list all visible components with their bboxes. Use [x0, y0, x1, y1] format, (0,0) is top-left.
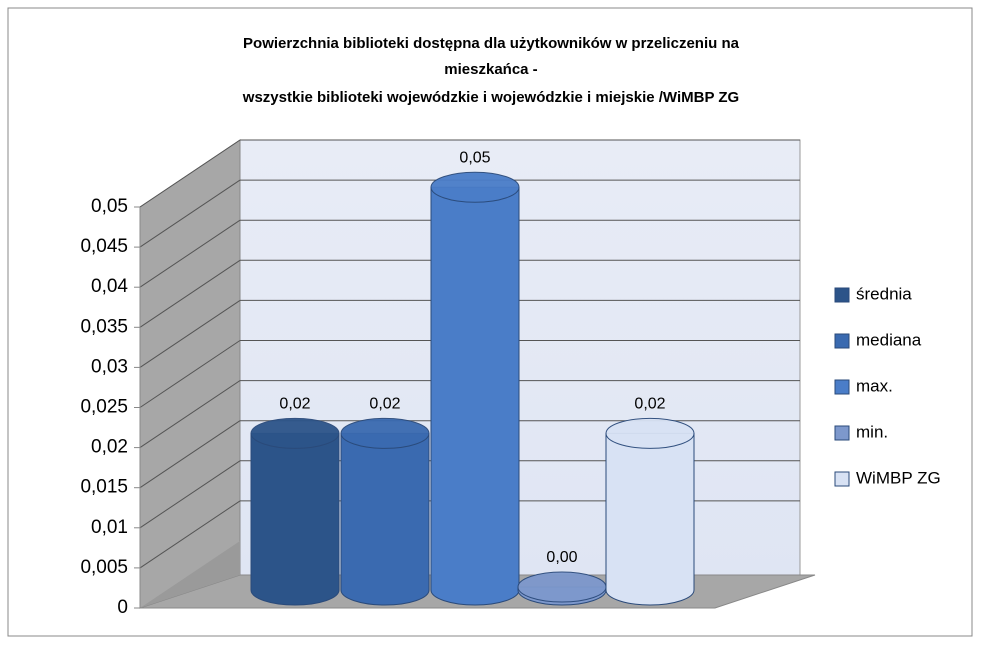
legend-swatch	[834, 471, 850, 487]
legend-swatch	[834, 333, 850, 349]
grid-line	[139, 299, 241, 368]
y-tick-label: 0,01	[91, 517, 128, 538]
value-label: 0,02	[634, 396, 665, 413]
y-tick-label: 0	[117, 597, 128, 618]
chart-title: mieszkańca -	[444, 61, 537, 78]
grid-line	[139, 139, 241, 208]
value-label: 0,02	[279, 396, 310, 413]
value-label: 0,02	[369, 396, 400, 413]
bar-part	[430, 186, 520, 606]
grid-line	[139, 259, 241, 328]
grid-line	[139, 500, 241, 569]
grid-line	[139, 380, 241, 449]
y-tick-label: 0,045	[80, 236, 128, 257]
grid-line	[139, 179, 241, 248]
legend-swatch	[834, 425, 850, 441]
legend-label: średnia	[856, 284, 912, 303]
value-label: 0,05	[459, 149, 490, 166]
y-tick-label: 0,02	[91, 437, 128, 458]
bar	[605, 417, 695, 606]
bar-part	[250, 417, 340, 449]
legend-label: WiMBP ZG	[856, 468, 941, 487]
y-tick-label: 0,025	[80, 397, 128, 418]
legend-label: min.	[856, 422, 888, 441]
legend-swatch	[834, 287, 850, 303]
grid-line	[139, 420, 241, 489]
y-tick-label: 0,04	[91, 276, 128, 297]
bar-part	[605, 417, 695, 449]
y-tick-label: 0,035	[80, 316, 128, 337]
bar-part	[605, 432, 695, 606]
bar	[340, 417, 430, 606]
bar-part	[340, 432, 430, 606]
bar-part	[430, 171, 520, 203]
grid-line	[139, 340, 241, 408]
value-label: 0,00	[546, 549, 577, 566]
legend-label: mediana	[856, 330, 922, 349]
bar-part	[250, 432, 340, 606]
bar	[430, 171, 520, 606]
chart-title: wszystkie biblioteki wojewódzkie i wojew…	[242, 89, 739, 106]
bar-part	[517, 571, 607, 603]
floor-edge	[140, 541, 240, 608]
bar	[250, 417, 340, 606]
grid-line	[139, 460, 241, 529]
y-tick-label: 0,005	[80, 557, 128, 578]
chart-title: Powierzchnia biblioteki dostępna dla uży…	[243, 35, 740, 52]
y-tick-label: 0,05	[91, 196, 128, 217]
legend-swatch	[834, 379, 850, 395]
bar-part	[340, 417, 430, 449]
grid-line	[139, 219, 241, 288]
y-tick-label: 0,03	[91, 356, 128, 377]
bar	[517, 571, 607, 606]
legend-label: max.	[856, 376, 893, 395]
y-tick-label: 0,015	[80, 477, 128, 498]
